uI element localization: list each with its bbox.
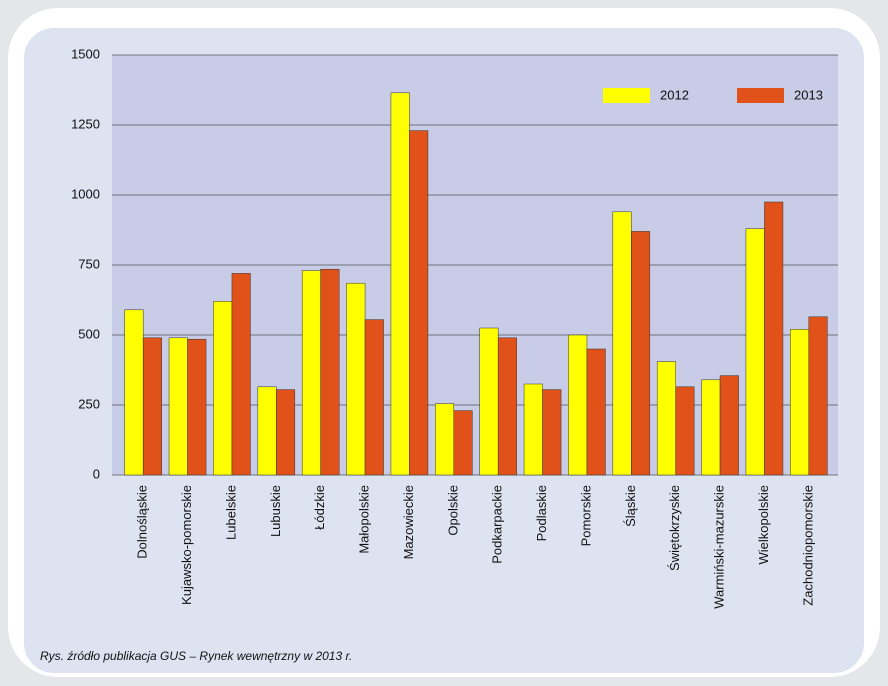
- x-tick-label: Warmiński-mazurskie: [712, 485, 727, 609]
- bar: [320, 268, 340, 476]
- bar: [479, 327, 499, 476]
- bar: [346, 282, 366, 476]
- bar: [586, 348, 606, 476]
- y-tick-label: 250: [78, 396, 100, 411]
- bar: [124, 309, 144, 476]
- x-tick-label: Lubuskie: [268, 485, 283, 537]
- bar: [542, 389, 562, 476]
- bar: [523, 383, 543, 476]
- legend-swatch: [737, 88, 784, 103]
- bar: [808, 316, 828, 476]
- y-tick-label: 500: [78, 326, 100, 341]
- x-tick-label: Małopolskie: [357, 485, 372, 554]
- bar: [719, 375, 739, 476]
- bar: [656, 361, 676, 476]
- bar: [790, 329, 810, 476]
- bar: [231, 273, 251, 476]
- source-caption: Rys. źródło publikacja GUS – Rynek wewnę…: [40, 649, 352, 663]
- bar: [631, 231, 651, 476]
- x-tick-label: Mazowieckie: [401, 485, 416, 559]
- x-tick-label: Opolskie: [445, 485, 460, 536]
- y-tick-label: 0: [93, 466, 100, 481]
- bar: [276, 389, 296, 476]
- legend-label: 2013: [794, 87, 823, 102]
- x-tick-label: Łódzkie: [312, 485, 327, 530]
- bar: [675, 386, 695, 476]
- bar: [257, 386, 277, 476]
- x-tick-label: Dolnośląskie: [135, 485, 150, 559]
- bar: [497, 337, 517, 476]
- bar: [764, 201, 784, 476]
- bar: [453, 410, 473, 476]
- bar: [435, 403, 455, 476]
- y-tick-label: 1000: [71, 186, 100, 201]
- y-tick-label: 1250: [71, 116, 100, 131]
- x-tick-label: Zachodniopomorskie: [800, 485, 815, 606]
- bar: [364, 319, 384, 476]
- bar: [390, 92, 410, 476]
- bar: [409, 130, 429, 476]
- x-tick-label: Podkarpackie: [490, 485, 505, 564]
- y-tick-label: 750: [78, 256, 100, 271]
- bar: [213, 301, 233, 476]
- bar: [612, 211, 632, 476]
- bar: [568, 334, 588, 476]
- bar: [187, 338, 207, 476]
- legend-label: 2012: [660, 87, 689, 102]
- x-tick-label: Wielkopolskie: [756, 485, 771, 564]
- x-tick-label: Kujawsko-pomorskie: [179, 485, 194, 605]
- x-tick-label: Lubelskie: [223, 485, 238, 540]
- legend-swatch: [603, 88, 650, 103]
- y-tick-label: 1500: [71, 46, 100, 61]
- bar: [142, 337, 162, 476]
- bar: [745, 228, 765, 476]
- x-tick-label: Pomorskie: [578, 485, 593, 546]
- bar: [168, 337, 188, 476]
- x-tick-label: Świętokrzyskie: [667, 485, 682, 571]
- bar: [701, 379, 721, 476]
- x-tick-label: Śląskie: [623, 485, 638, 527]
- x-tick-label: Podlaskie: [534, 485, 549, 541]
- bar: [301, 270, 321, 476]
